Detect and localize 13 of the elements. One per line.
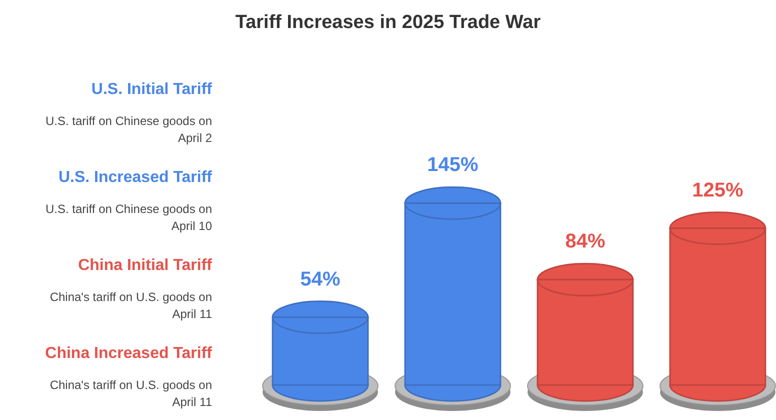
data-label: 125% <box>692 179 744 202</box>
text: U.S. tariff on Chinese goods on April 10 <box>45 202 212 233</box>
chart-title: Tariff Increases in 2025 Trade War <box>235 12 542 33</box>
data-label: 145% <box>427 154 479 176</box>
text: China's tariff on U.S. goods on April 11 <box>50 378 212 409</box>
text: U.S. Initial Tariff <box>91 81 213 98</box>
text: China Increased Tariff <box>45 345 213 362</box>
data-label: 54% <box>300 268 341 290</box>
text: China Initial Tariff <box>78 257 213 274</box>
text: U.S. Increased Tariff <box>58 169 213 186</box>
text: China's tariff on U.S. goods on April 11 <box>50 290 212 321</box>
text: U.S. tariff on Chinese goods on April 2 <box>45 114 212 145</box>
data-label: 84% <box>565 230 606 253</box>
